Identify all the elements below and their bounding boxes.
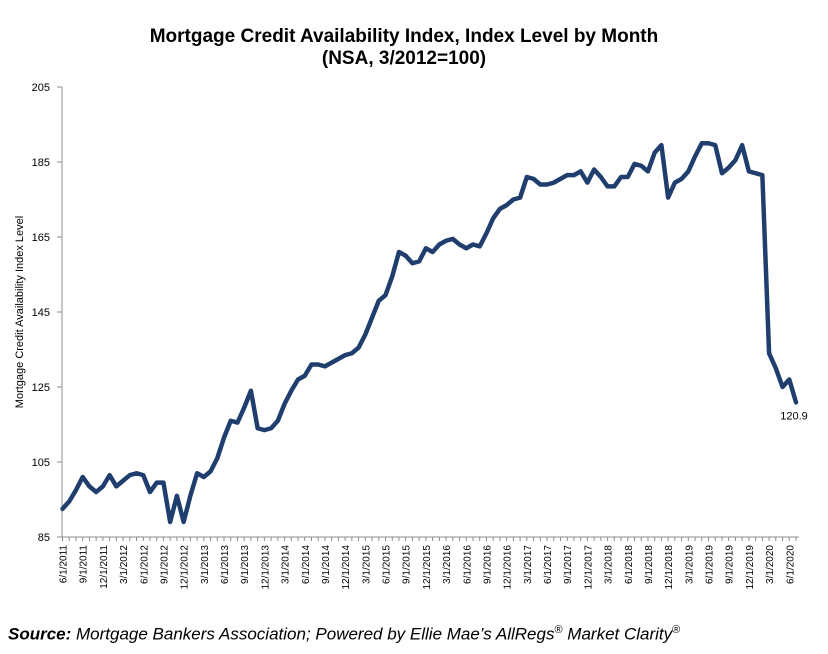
series-line: [60, 141, 799, 525]
y-tick-label: 105: [32, 457, 50, 469]
x-tick-label: 12/1/2018: [664, 545, 675, 590]
x-tick-label: 12/1/2017: [583, 545, 594, 590]
y-tick-label: 185: [32, 157, 50, 169]
x-tick-label: 6/1/2020: [785, 545, 796, 584]
x-tick-label: 3/1/2020: [765, 545, 776, 584]
x-tick-label: 9/1/2011: [79, 545, 90, 584]
x-tick-label: 6/1/2011: [59, 545, 70, 584]
y-tick-label: 205: [32, 82, 50, 94]
x-tick-label: 12/1/2013: [260, 545, 271, 590]
source-text: Mortgage Bankers Association; Powered by…: [71, 624, 555, 644]
x-tick-label: 3/1/2015: [361, 545, 372, 584]
x-tick-label: 9/1/2016: [482, 545, 493, 584]
x-tick-label: 6/1/2015: [382, 545, 393, 584]
x-tick-label: 3/1/2019: [684, 545, 695, 584]
y-axis-label: Mortgage Credit Availability Index Level: [14, 216, 26, 408]
x-tick-label: 12/1/2011: [99, 545, 110, 589]
registered-mark: ®: [554, 624, 563, 636]
x-tick-label: 9/1/2019: [725, 545, 736, 584]
registered-mark: ®: [672, 624, 681, 636]
x-tick-label: 6/1/2017: [543, 545, 554, 584]
y-tick-label: 85: [38, 532, 50, 544]
x-tick-label: 3/1/2013: [200, 545, 211, 584]
data-label: 120.9: [780, 410, 808, 422]
x-tick-label: 9/1/2017: [563, 545, 574, 584]
x-tick-label: 3/1/2014: [281, 545, 292, 584]
x-tick-label: 3/1/2018: [604, 545, 615, 584]
x-tick-label: 6/1/2014: [301, 545, 312, 584]
x-tick-label: 9/1/2018: [644, 545, 655, 584]
x-tick-label: 12/1/2012: [180, 545, 191, 590]
chart-subtitle: (NSA, 3/2012=100): [321, 48, 487, 69]
x-tick-label: 6/1/2013: [220, 545, 231, 584]
x-tick-label: 12/1/2019: [745, 545, 756, 590]
x-tick-label: 9/1/2013: [240, 545, 251, 584]
x-tick-label: 3/1/2016: [442, 545, 453, 584]
y-tick-label: 165: [32, 232, 50, 244]
x-tick-label: 12/1/2015: [422, 545, 433, 590]
x-tick-label: 6/1/2019: [705, 545, 716, 584]
source-note: Source: Mortgage Bankers Association; Po…: [8, 624, 680, 645]
source-text-2: Market Clarity: [562, 624, 673, 644]
x-tick-label: 3/1/2012: [119, 545, 130, 584]
line-chart: 85 105 125 145 165 185 205 6/1/2011 9/1/2011 12/1…: [14, 82, 808, 590]
y-tick-label: 125: [32, 382, 50, 394]
y-tick-label: 145: [32, 307, 50, 319]
x-tick-label: 9/1/2012: [159, 545, 170, 584]
chart-title: Mortgage Credit Availability Index, Inde…: [149, 26, 659, 47]
x-tick-label: 9/1/2015: [402, 545, 413, 584]
x-tick-label: 9/1/2014: [321, 545, 332, 584]
x-tick-label: 6/1/2016: [462, 545, 473, 584]
x-tick-label: 3/1/2017: [523, 545, 534, 584]
x-tick-label: 12/1/2014: [341, 545, 352, 590]
source-label: Source:: [8, 624, 72, 644]
x-tick-label: 12/1/2016: [503, 545, 514, 590]
x-tick-label: 6/1/2018: [624, 545, 635, 584]
x-tick-label: 6/1/2012: [139, 545, 150, 584]
